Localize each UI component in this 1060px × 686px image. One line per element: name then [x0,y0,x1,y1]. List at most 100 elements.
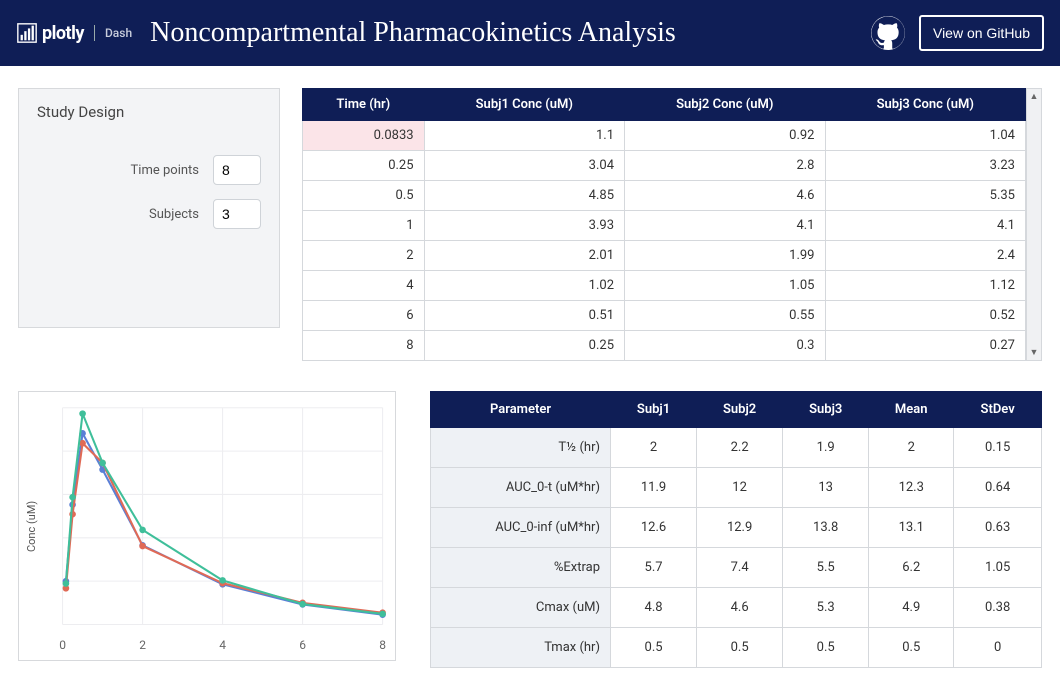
table-cell: 13 [783,468,869,508]
table-cell[interactable]: 5.35 [825,181,1026,211]
brand-plotly-text: plotly [42,23,84,44]
table-cell: 5.7 [611,548,697,588]
table-row[interactable]: 41.021.051.12 [303,271,1026,301]
chart-x-ticks: 02468 [44,632,395,660]
table-row: AUC_0-inf (uM*hr)12.612.913.813.10.63 [431,508,1042,548]
table-cell: 12 [697,468,783,508]
table-row[interactable]: 0.54.854.65.35 [303,181,1026,211]
scroll-up-icon[interactable]: ▲ [1030,91,1039,102]
table-row[interactable]: 13.934.14.1 [303,211,1026,241]
table-cell: 4.9 [869,588,954,628]
table-cell[interactable]: 2.01 [424,241,624,271]
table-cell: 12.9 [697,508,783,548]
table-cell: 2.2 [697,428,783,468]
table-header: Subj3 [783,392,869,428]
table-row[interactable]: 80.250.30.27 [303,331,1026,361]
table-cell[interactable]: 4.1 [825,211,1026,241]
table-cell: 1.05 [954,548,1042,588]
table-row: %Extrap5.77.45.56.21.05 [431,548,1042,588]
table-cell[interactable]: 0.3 [625,331,825,361]
table-cell: 0.64 [954,468,1042,508]
view-on-github-button[interactable]: View on GitHub [919,15,1044,51]
table-cell: 0.5 [697,628,783,668]
concentration-table: Time (hr)Subj1 Conc (uM)Subj2 Conc (uM)S… [302,88,1026,361]
table-cell[interactable]: 1.04 [825,121,1026,151]
table-cell[interactable]: 3.04 [424,151,624,181]
concentration-table-wrap: Time (hr)Subj1 Conc (uM)Subj2 Conc (uM)S… [302,88,1042,361]
table-cell: 12.3 [869,468,954,508]
table-header: Subj2 [697,392,783,428]
table-cell[interactable]: 1 [303,211,425,241]
table-row[interactable]: 0.08331.10.921.04 [303,121,1026,151]
table-cell[interactable]: 6 [303,301,425,331]
app-header: plotly Dash Noncompartmental Pharmacokin… [0,0,1060,66]
study-design-title: Study Design [37,103,261,121]
study-design-panel: Study Design Time points Subjects [18,88,280,328]
table-row: AUC_0-t (uM*hr)11.9121312.30.64 [431,468,1042,508]
table-row[interactable]: 60.510.550.52 [303,301,1026,331]
subjects-input[interactable] [213,199,261,229]
table-cell[interactable]: 2.8 [625,151,825,181]
table-cell[interactable]: 0.92 [625,121,825,151]
chart-x-tick: 2 [139,638,146,652]
table-cell[interactable]: 3.93 [424,211,624,241]
table-cell[interactable]: 1.02 [424,271,624,301]
table-cell: 4.6 [697,588,783,628]
table-cell: 0.38 [954,588,1042,628]
table-cell: 13.8 [783,508,869,548]
table-header: Time (hr) [303,89,425,121]
table-row[interactable]: 22.011.992.4 [303,241,1026,271]
table-cell[interactable]: 4.6 [625,181,825,211]
table-cell[interactable]: 4.1 [625,211,825,241]
table-header: Parameter [431,392,611,428]
table-cell: 0.5 [611,628,697,668]
table-cell: 0.15 [954,428,1042,468]
table-cell[interactable]: 4 [303,271,425,301]
table-header: Subj3 Conc (uM) [825,89,1026,121]
table-cell[interactable]: 0.25 [303,151,425,181]
chart-x-tick: 6 [299,638,306,652]
timepoints-label: Time points [131,163,199,178]
brand-dash-text: Dash [105,26,132,40]
table-cell[interactable]: 1.05 [625,271,825,301]
chart-y-label: Conc (uM) [19,392,44,660]
table-cell: 0.5 [783,628,869,668]
github-icon[interactable] [871,16,905,50]
table-cell: %Extrap [431,548,611,588]
table-cell: AUC_0-inf (uM*hr) [431,508,611,548]
table-cell[interactable]: 0.27 [825,331,1026,361]
table-cell: 5.3 [783,588,869,628]
table-cell: 4.8 [611,588,697,628]
table-cell: 2 [611,428,697,468]
table-cell[interactable]: 3.23 [825,151,1026,181]
table-header: Subj2 Conc (uM) [625,89,825,121]
scroll-down-icon[interactable]: ▼ [1030,347,1039,358]
table-cell[interactable]: 0.52 [825,301,1026,331]
brand-separator [94,25,95,41]
table-cell[interactable]: 0.51 [424,301,624,331]
table-cell: 0.5 [869,628,954,668]
table-cell[interactable]: 2.4 [825,241,1026,271]
table-cell[interactable]: 8 [303,331,425,361]
table-cell[interactable]: 1.99 [625,241,825,271]
table-cell[interactable]: 0.0833 [303,121,425,151]
timepoints-input[interactable] [213,155,261,185]
table-row[interactable]: 0.253.042.83.23 [303,151,1026,181]
table-row: Cmax (uM)4.84.65.34.90.38 [431,588,1042,628]
table-cell[interactable]: 2 [303,241,425,271]
table-scrollbar[interactable]: ▲ ▼ [1026,88,1042,361]
table-cell: T½ (hr) [431,428,611,468]
table-header: Subj1 [611,392,697,428]
concentration-chart: Conc (uM) 02468 [18,391,396,661]
chart-x-tick: 4 [219,638,226,652]
table-header: Mean [869,392,954,428]
table-cell[interactable]: 1.12 [825,271,1026,301]
table-cell[interactable]: 0.55 [625,301,825,331]
table-cell[interactable]: 0.5 [303,181,425,211]
table-cell[interactable]: 4.85 [424,181,624,211]
table-cell: 7.4 [697,548,783,588]
table-cell[interactable]: 0.25 [424,331,624,361]
table-cell[interactable]: 1.1 [424,121,624,151]
table-row: Tmax (hr)0.50.50.50.50 [431,628,1042,668]
table-cell: 5.5 [783,548,869,588]
